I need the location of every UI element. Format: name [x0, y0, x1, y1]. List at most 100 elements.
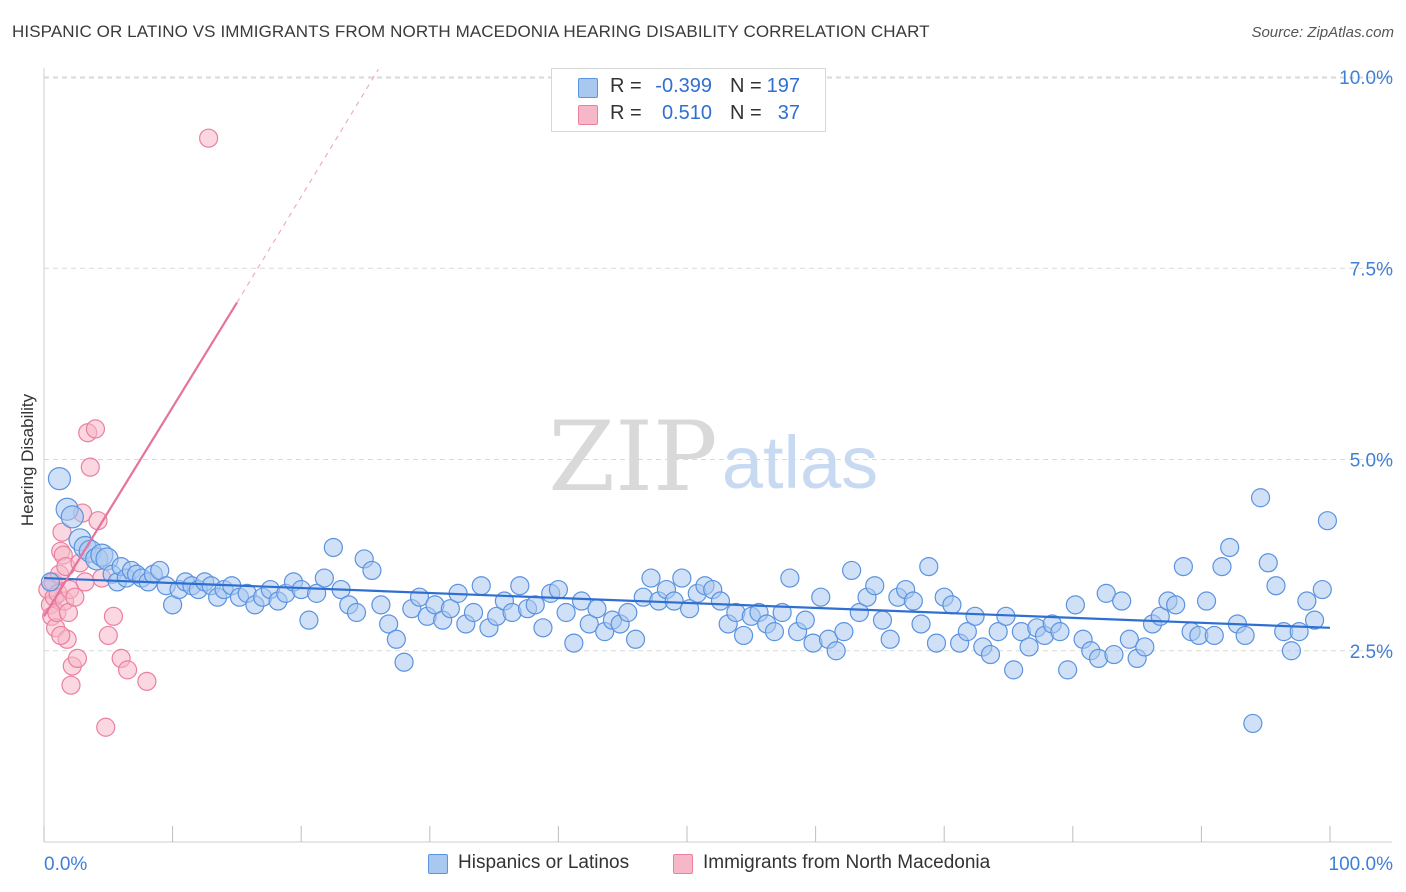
scatter-point-hispanic	[834, 622, 854, 642]
scatter-point-hispanic	[1173, 556, 1193, 577]
scatter-point-hispanic	[988, 622, 1008, 642]
scatter-point-hispanic	[1096, 583, 1116, 603]
scatter-point-hispanic	[625, 629, 646, 649]
scatter-point-hispanic	[1258, 553, 1278, 573]
scatter-point-hispanic	[1317, 511, 1338, 531]
scatter-point-hispanic	[587, 599, 607, 619]
scatter-point-macedonia	[117, 660, 138, 680]
scatter-point-macedonia	[52, 522, 72, 542]
scatter-point-hispanic	[40, 572, 61, 592]
scatter-point-hispanic	[1019, 637, 1039, 657]
scatter-point-hispanic	[618, 602, 638, 623]
scatter-point-hispanic	[1004, 660, 1024, 680]
scatter-point-hispanic	[919, 556, 939, 577]
scatter-point-hispanic	[842, 560, 862, 581]
scatter-point-macedonia	[199, 128, 219, 148]
scatter-point-hispanic	[1281, 641, 1302, 661]
scatter-point-hispanic	[1196, 591, 1217, 611]
scatter-point-hispanic	[571, 591, 592, 611]
scatter-point-hispanic	[1212, 556, 1232, 577]
scatter-point-macedonia	[96, 717, 116, 737]
legend-swatch-blue	[428, 854, 448, 874]
scatter-point-hispanic	[386, 629, 406, 649]
legend-r-value: -0.399	[655, 75, 712, 97]
scatter-point-hispanic	[1250, 488, 1271, 508]
x-tick-label: 0.0%	[44, 854, 87, 875]
scatter-point-hispanic	[641, 568, 661, 588]
scatter-point-hispanic	[556, 602, 576, 623]
legend-r-label: R =	[610, 102, 642, 124]
scatter-point-hispanic	[911, 614, 931, 634]
scatter-point-hispanic	[510, 576, 530, 596]
scatter-point-macedonia	[98, 625, 118, 646]
scatter-point-hispanic	[1266, 576, 1286, 596]
scatter-point-macedonia	[137, 671, 157, 691]
legend-r-label: R =	[610, 75, 642, 97]
scatter-point-hispanic	[780, 568, 800, 588]
scatter-point-hispanic	[942, 595, 962, 615]
scatter-point-hispanic	[880, 629, 900, 649]
scatter-point-hispanic	[47, 467, 72, 491]
scatter-point-hispanic	[672, 568, 692, 588]
scatter-point-hispanic	[314, 568, 334, 588]
scatter-point-hispanic	[533, 618, 553, 638]
chart-title: HISPANIC OR LATINO VS IMMIGRANTS FROM NO…	[12, 22, 930, 41]
scatter-point-hispanic	[1058, 660, 1078, 680]
correlation-legend: R = -0.399 N = 197 R = 0.510 N = 37	[551, 68, 826, 132]
legend-n-value: 37	[777, 102, 800, 124]
scatter-point-hispanic	[1135, 637, 1155, 657]
scatter-point-hispanic	[471, 576, 491, 596]
scatter-point-hispanic	[362, 560, 382, 581]
legend-n-value: 197	[766, 75, 800, 97]
scatter-point-hispanic	[1304, 610, 1325, 630]
scatter-point-hispanic	[1204, 625, 1224, 646]
scatter-point-macedonia	[75, 572, 95, 592]
scatter-point-hispanic	[1312, 579, 1332, 600]
x-tick-label: 100.0%	[1329, 854, 1394, 875]
scatter-point-hispanic	[926, 633, 947, 653]
trend-line-macedonia	[43, 302, 238, 617]
scatter-point-macedonia	[51, 625, 71, 646]
scatter-point-hispanic	[849, 602, 869, 623]
tick-labels: 2.5% 5.0% 7.5% 10.0% 0.0% 100.0%	[44, 68, 1393, 875]
scatter-point-hispanic	[299, 610, 319, 630]
axes-layer	[43, 68, 1392, 843]
legend-row-hispanic: R = -0.399 N = 197	[552, 73, 825, 101]
scatter-point-hispanic	[1104, 644, 1124, 665]
scatter-point-hispanic	[346, 602, 367, 623]
watermark-zip: ZIP	[548, 401, 717, 513]
watermark: ZIP atlas	[548, 401, 878, 513]
scatter-point-macedonia	[65, 587, 85, 607]
y-tick-label: 10.0%	[1339, 68, 1393, 89]
series-legend: Hispanics or Latinos Immigrants from Nor…	[0, 852, 1406, 878]
scatter-point-hispanic	[564, 633, 584, 653]
scatter-point-macedonia	[103, 606, 124, 626]
scatter-point-hispanic	[525, 595, 545, 615]
scatter-point-hispanic	[1050, 622, 1070, 642]
scatter-point-macedonia	[67, 648, 88, 669]
scatter-point-hispanic	[795, 610, 815, 630]
scatter-point-hispanic	[826, 641, 846, 661]
legend-swatch-blue	[578, 78, 598, 98]
scatter-point-hispanic	[957, 622, 977, 642]
scatter-point-hispanic	[1297, 591, 1317, 611]
scatter-point-hispanic	[872, 610, 893, 630]
legend-label-hispanic: Hispanics or Latinos	[458, 852, 630, 873]
y-axis-label: Hearing Disability	[18, 393, 37, 527]
legend-row-macedonia: R = 0.510 N = 37	[552, 100, 825, 128]
scatter-point-hispanic	[60, 505, 84, 529]
y-tick-label: 7.5%	[1350, 259, 1393, 280]
scatter-point-hispanic	[394, 652, 414, 672]
scatter-point-hispanic	[811, 587, 831, 607]
scatter-point-hispanic	[980, 644, 1001, 665]
scatter-point-macedonia	[85, 419, 106, 439]
scatter-point-hispanic	[772, 602, 792, 623]
legend-swatch-pink	[673, 854, 693, 874]
scatter-point-hispanic	[1220, 537, 1240, 558]
scatter-point-hispanic	[1243, 713, 1263, 734]
scatter-point-macedonia	[80, 457, 100, 477]
trend-line-macedonia-extension	[236, 69, 379, 303]
y-tick-label: 5.0%	[1350, 451, 1393, 472]
scatter-point-hispanic	[965, 606, 985, 626]
scatter-point-hispanic	[323, 537, 343, 558]
